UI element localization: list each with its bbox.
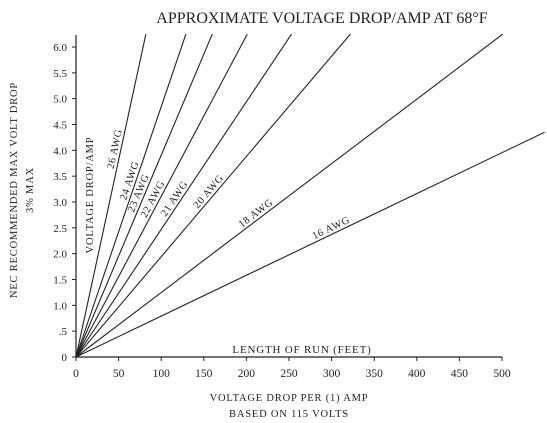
y-tick-label: .5 xyxy=(59,326,68,338)
series-label: 18 AWG xyxy=(237,197,276,230)
y-tick-label: 6.0 xyxy=(53,42,67,54)
y-tick-label: 5.0 xyxy=(53,94,67,106)
series-label: 16 AWG xyxy=(311,215,352,242)
y-tick-label: 1.0 xyxy=(53,300,67,312)
y-tick-label: 5.5 xyxy=(53,68,67,80)
y-tick-label: 2.0 xyxy=(53,249,67,261)
series-line-16-awg xyxy=(75,131,545,358)
series-line-26-awg xyxy=(75,33,147,358)
series-line-18-awg xyxy=(75,33,504,358)
series-lines xyxy=(75,33,545,358)
x-tick-label: 400 xyxy=(408,368,426,380)
series-line-20-awg xyxy=(75,33,351,358)
series-line-21-awg xyxy=(75,33,293,358)
x-axis-label-line-2: BASED ON 115 VOLTS xyxy=(229,409,349,420)
tick-labels: 0 50 100 150 200 250 300 350 400 450 500 0 .5 1.0 1.5 2… xyxy=(53,42,511,380)
series-line-24-awg xyxy=(75,33,187,358)
chart-title: APPROXIMATE VOLTAGE DROP/AMP AT 68°F xyxy=(156,10,488,27)
x-tick-label: 100 xyxy=(153,368,171,380)
x-tick-label: 450 xyxy=(451,368,469,380)
x-tick-label: 0 xyxy=(73,368,79,380)
series-line-23-awg xyxy=(75,33,213,358)
x-tick-label: 150 xyxy=(195,368,213,380)
series-label: 20 AWG xyxy=(192,173,227,211)
y-tick-label: 2.5 xyxy=(53,223,67,235)
x-tick-label: 500 xyxy=(493,368,511,380)
series-label: 26 AWG xyxy=(106,128,125,170)
x-tick-label: 350 xyxy=(366,368,384,380)
y-axis-label-line-1: NEC RECOMMENDED MAX VOLT DROP xyxy=(9,82,20,298)
y-tick-label: 4.0 xyxy=(53,145,67,157)
x-tick-label: 50 xyxy=(113,368,125,380)
y-axis-label-line-2: 3% MAX xyxy=(25,167,36,213)
y-tick-label: 0 xyxy=(62,352,68,364)
y-tick-label: 1.5 xyxy=(53,275,67,287)
x-tick-label: 300 xyxy=(323,368,341,380)
x-tick-label: 250 xyxy=(280,368,298,380)
y-tick-label: 3.0 xyxy=(53,197,67,209)
inner-y-axis-label: VOLTAGE DROP/AMP xyxy=(85,137,96,254)
x-tick-label: 200 xyxy=(238,368,256,380)
axes xyxy=(72,35,503,361)
y-tick-label: 3.5 xyxy=(53,171,67,183)
y-axis-label: NEC RECOMMENDED MAX VOLT DROP 3% MAX xyxy=(9,82,36,298)
x-axis-label-line-1: VOLTAGE DROP PER (1) AMP xyxy=(210,393,369,404)
series-line-22-awg xyxy=(75,33,248,358)
y-tick-label: 4.5 xyxy=(53,120,67,132)
inner-x-axis-label: LENGTH OF RUN (FEET) xyxy=(232,344,371,356)
